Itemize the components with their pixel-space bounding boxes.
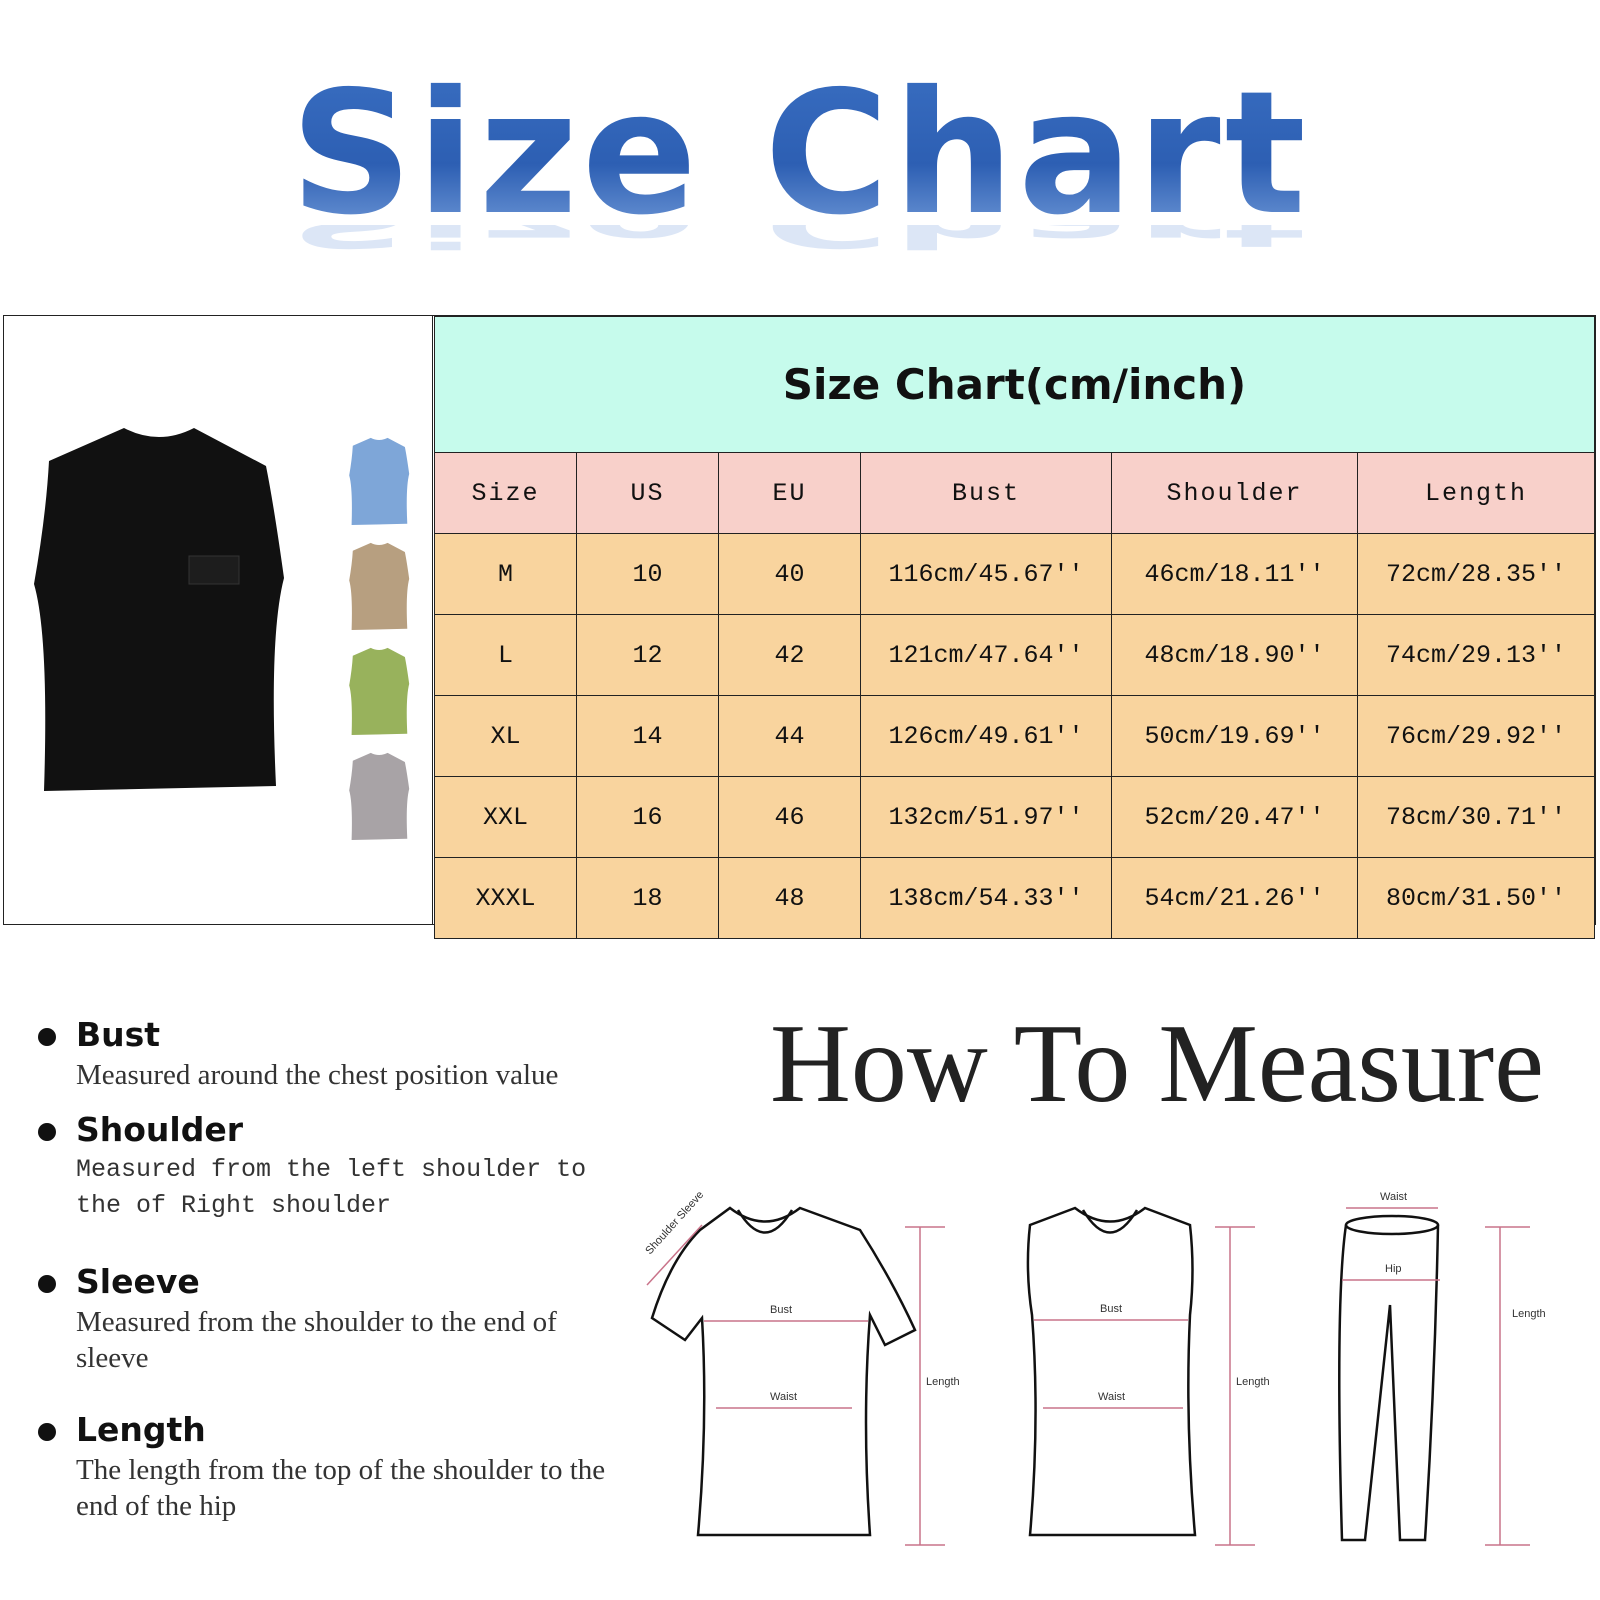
table-cell: 116cm/45.67'' [860,533,1112,615]
shoulder-sleeve-label: Shoulder Sleeve [643,1189,706,1257]
column-header: Bust [860,452,1112,534]
table-cell: 72cm/28.35'' [1357,533,1595,615]
bust-label: Bust [1100,1303,1122,1315]
table-title: Size Chart(cm/inch) [434,316,1595,453]
bullet-icon [38,1423,56,1441]
table-cell: 10 [576,533,719,615]
product-images [4,316,433,924]
size-chart-panel: Size Chart(cm/inch) Size US EU Bust Shou… [3,315,1596,939]
column-header: EU [718,452,861,534]
guide-text: The length from the top of the shoulder … [76,1454,606,1522]
black-vest-image [34,428,284,791]
pants-measure-lines [1342,1207,1530,1546]
table-cell: 138cm/54.33'' [860,857,1112,939]
table-cell: 40 [718,533,861,615]
table-row: XXXL 18 48 138cm/54.33'' 54cm/21.26'' 80cm/31… [434,857,1595,939]
guide-heading: Sleeve [76,1262,200,1301]
waist-label: Waist [1098,1391,1125,1403]
bullet-icon [38,1275,56,1293]
table-cell: 48cm/18.90'' [1111,614,1358,696]
column-header: US [576,452,719,534]
table-cell: XL [434,695,577,777]
table-cell: 44 [718,695,861,777]
table-cell: 132cm/51.97'' [860,776,1112,858]
table-cell: 121cm/47.64'' [860,614,1112,696]
bullet-icon [38,1028,56,1046]
length-label: Length [1236,1376,1270,1388]
table-cell: 46 [718,776,861,858]
table-cell: 52cm/20.47'' [1111,776,1358,858]
guide-text: Measured from the left shoulder to the o… [76,1155,587,1220]
table-cell: 74cm/29.13'' [1357,614,1595,696]
table-cell: 78cm/30.71'' [1357,776,1595,858]
tanktop-diagram [1026,1206,1197,1537]
column-header: Shoulder [1111,452,1358,534]
guide-text: Measured around the chest position value [76,1059,559,1091]
guide-heading: Length [76,1410,206,1449]
tanktop-measure-lines [1034,1226,1255,1546]
waist-label: Waist [1380,1191,1407,1203]
table-cell: 50cm/19.69'' [1111,695,1358,777]
table-row: L 12 42 121cm/47.64'' 48cm/18.90'' 74cm/29.13… [434,614,1595,696]
guide-text: Measured from the shoulder to the end of… [76,1306,557,1374]
table-cell: XXL [434,776,577,858]
vest-variant-blue [349,437,410,525]
length-label: Length [926,1376,960,1388]
tshirt-measure-lines [646,1224,945,1546]
how-to-measure-title: How To Measure [770,1002,1544,1126]
table-cell: 46cm/18.11'' [1111,533,1358,615]
table-cell: 76cm/29.92'' [1357,695,1595,777]
table-cell: L [434,614,577,696]
table-cell: 16 [576,776,719,858]
table-header-row: Size US EU Bust Shoulder Length [434,452,1595,534]
guide-heading: Bust [76,1015,161,1054]
table-cell: 48 [718,857,861,939]
bust-label: Bust [770,1304,792,1316]
table-cell: 80cm/31.50'' [1357,857,1595,939]
column-header: Length [1357,452,1595,534]
column-header: Size [434,452,577,534]
table-cell: 54cm/21.26'' [1111,857,1358,939]
pants-diagram [1338,1214,1440,1542]
guide-heading: Shoulder [76,1110,244,1149]
tshirt-diagram [650,1206,917,1537]
size-table: Size Chart(cm/inch) Size US EU Bust Shou… [434,316,1595,939]
title-reflection: Size Chart [290,225,1310,260]
table-cell: 14 [576,695,719,777]
table-cell: M [434,533,577,615]
length-label: Length [1512,1308,1546,1320]
product-vest-images [34,428,410,840]
bullet-icon [38,1123,56,1141]
hip-label: Hip [1385,1263,1402,1275]
table-cell: 42 [718,614,861,696]
vest-variant-green [349,647,410,735]
vest-variant-grey [349,752,410,840]
table-cell: XXXL [434,857,577,939]
table-cell: 18 [576,857,719,939]
waist-label: Waist [770,1391,797,1403]
table-row: XL 14 44 126cm/49.61'' 50cm/19.69'' 76cm/29.9… [434,695,1595,777]
table-cell: 126cm/49.61'' [860,695,1112,777]
vest-variant-khaki [349,542,410,630]
table-row: M 10 40 116cm/45.67'' 46cm/18.11'' 72cm/28.35… [434,533,1595,615]
table-row: XXL 16 46 132cm/51.97'' 52cm/20.47'' 78cm/30.… [434,776,1595,858]
table-cell: 12 [576,614,719,696]
measurement-diagram: Bust Waist Length Shoulder Sleeve Bust W… [643,1189,1546,1546]
page-title: Size Chart [0,55,1600,253]
